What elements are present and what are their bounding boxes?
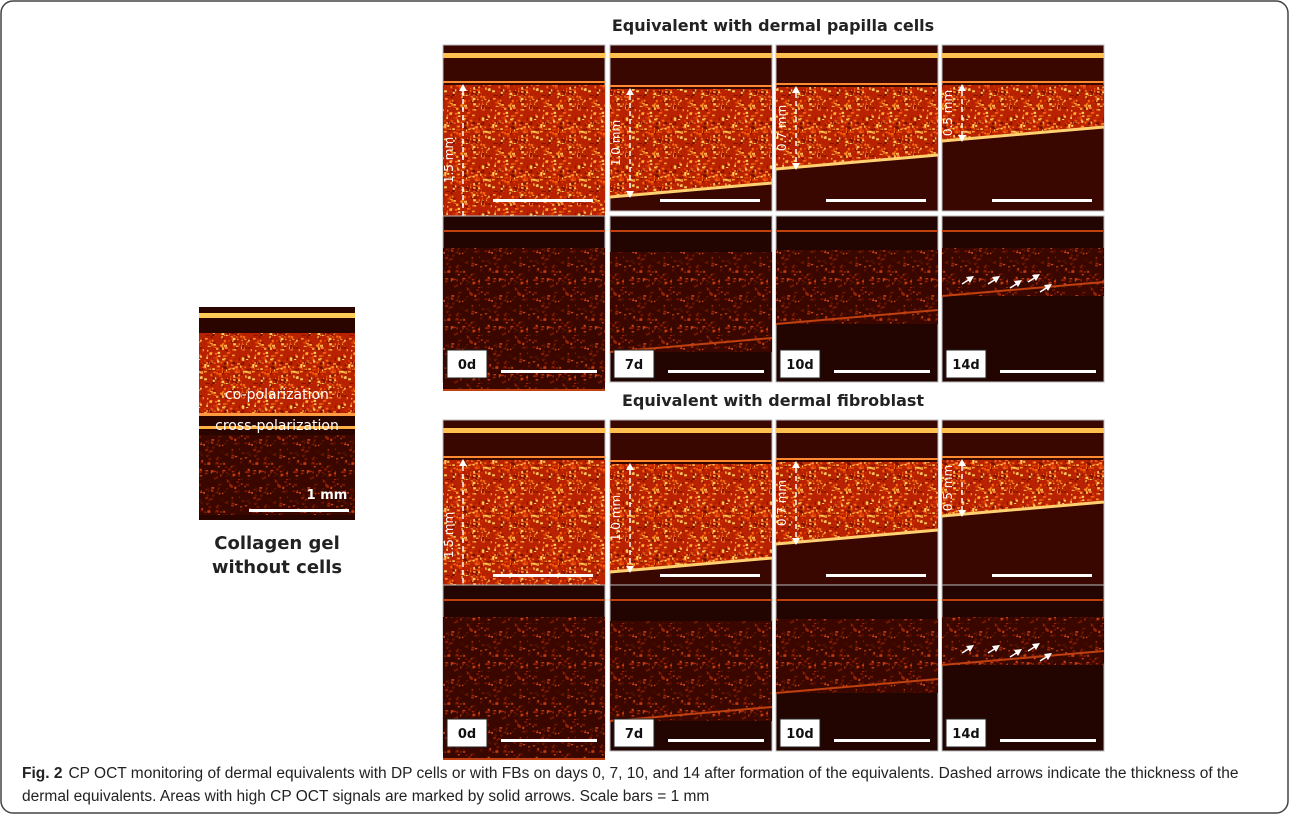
surface-line xyxy=(610,460,772,462)
scale-label: 1 mm xyxy=(307,488,348,503)
scale-bar xyxy=(660,199,760,202)
cross-band xyxy=(776,230,938,232)
tissue-region xyxy=(610,89,772,197)
surface-band xyxy=(610,53,772,58)
cross-region xyxy=(610,621,772,721)
thickness-label: 0.7 mm xyxy=(775,105,789,151)
thickness-label: 1.5 mm xyxy=(442,137,456,183)
thickness-label: 1.5 mm xyxy=(442,512,456,558)
surface-line xyxy=(443,456,605,458)
caption-text: CP OCT monitoring of dermal equivalents … xyxy=(22,765,1238,805)
surface-line xyxy=(610,85,772,87)
group-title: Equivalent with dermal papilla cells xyxy=(612,16,934,35)
left-caption-2: without cells xyxy=(212,557,342,578)
figure: co-polarization cross-polarization 1 mm Col… xyxy=(0,0,1290,816)
surface-band xyxy=(443,428,605,433)
scale-bar xyxy=(834,370,930,373)
thickness-label: 1.0 mm xyxy=(609,120,623,166)
cross-band xyxy=(776,599,938,601)
surface-band xyxy=(942,428,1104,433)
surface-band xyxy=(776,53,938,58)
cross-band xyxy=(610,599,772,601)
surface-line xyxy=(443,81,605,83)
scale-bar xyxy=(668,370,764,373)
co-band xyxy=(199,313,355,318)
scale-bar xyxy=(501,739,597,742)
scale-bar xyxy=(1000,739,1096,742)
surface-band xyxy=(610,428,772,433)
day-label: 10d xyxy=(786,727,813,742)
scale-bar xyxy=(992,574,1092,577)
scale-bar xyxy=(1000,370,1096,373)
tissue-region xyxy=(443,85,605,235)
day-label: 14d xyxy=(952,727,979,742)
scale-bar xyxy=(992,199,1092,202)
thickness-label: 0.5 mm xyxy=(941,90,955,136)
scale-bar xyxy=(249,509,349,512)
page: co-polarization cross-polarization 1 mm Col… xyxy=(0,0,1290,816)
cross-band xyxy=(610,230,772,232)
day-label: 10d xyxy=(786,358,813,373)
scale-bar xyxy=(501,370,597,373)
surface-band xyxy=(443,53,605,58)
day-label: 14d xyxy=(952,358,979,373)
cross-band xyxy=(443,599,605,601)
group-title: Equivalent with dermal fibroblast xyxy=(622,391,924,410)
scale-bar xyxy=(660,574,760,577)
cross-region xyxy=(610,252,772,352)
surface-band xyxy=(776,428,938,433)
co-label: co-polarization xyxy=(225,387,329,403)
surface-line xyxy=(776,458,938,460)
surface-line xyxy=(776,83,938,85)
cross-band xyxy=(942,599,1104,601)
cross-region xyxy=(199,435,355,515)
tissue-region xyxy=(610,464,772,572)
thickness-label: 0.5 mm xyxy=(941,465,955,511)
thickness-label: 1.0 mm xyxy=(609,495,623,541)
surface-line xyxy=(942,81,1104,83)
cross-band xyxy=(443,230,605,232)
caption-label: Fig. 2 xyxy=(22,765,62,782)
day-label: 7d xyxy=(625,727,643,742)
day-label: 7d xyxy=(625,358,643,373)
scale-bar xyxy=(668,739,764,742)
scale-bar xyxy=(834,739,930,742)
scale-bar xyxy=(826,574,926,577)
scale-bar xyxy=(493,199,593,202)
cross-label: cross-polarization xyxy=(215,418,339,434)
day-label: 0d xyxy=(458,358,476,373)
divider xyxy=(199,413,355,416)
left-caption-1: Collagen gel xyxy=(214,533,340,554)
day-label: 0d xyxy=(458,727,476,742)
scale-bar xyxy=(493,574,593,577)
cross-band xyxy=(942,230,1104,232)
scale-bar xyxy=(826,199,926,202)
surface-line xyxy=(942,456,1104,458)
surface-band xyxy=(942,53,1104,58)
thickness-label: 0.7 mm xyxy=(775,480,789,526)
